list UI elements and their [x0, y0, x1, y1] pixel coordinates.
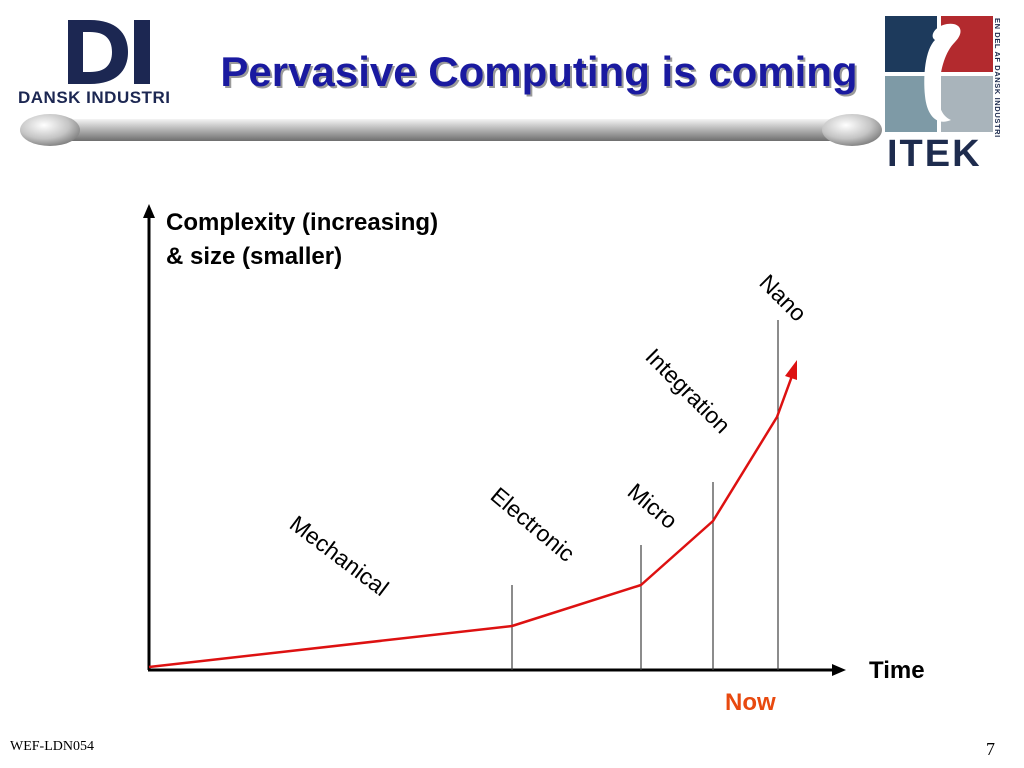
page-number: 7: [986, 739, 995, 759]
title-underline-bar: [20, 114, 882, 146]
era-label-mechanical: Mechanical: [285, 510, 394, 601]
y-axis-label-line-1: Complexity (increasing): [166, 209, 438, 236]
itek-side-text: EN DEL AF DANSK INDUSTRI: [993, 18, 1002, 138]
y-axis-arrowhead: [143, 204, 155, 218]
growth-curve: [148, 375, 794, 669]
footer-code: WEF-LDN054: [10, 739, 94, 754]
growth-curve-arrowhead: [785, 360, 797, 380]
era-label-micro: Micro: [623, 478, 683, 534]
era-label-integration: Integration: [640, 343, 735, 438]
itek-logo-emblem: [885, 16, 993, 132]
page-title: Pervasive Computing is coming: [220, 48, 858, 95]
di-logo-mark: [68, 20, 150, 84]
itek-logo: ITEK EN DEL AF DANSK INDUSTRI: [885, 14, 1011, 174]
x-axis-label: Time: [869, 657, 925, 684]
dansk-industri-wordmark: DANSK INDUSTRI: [18, 88, 171, 107]
now-label: Now: [725, 689, 776, 716]
itek-wordmark: ITEK: [887, 133, 982, 175]
era-label-nano: Nano: [754, 269, 811, 326]
y-axis-label-line-2: & size (smaller): [166, 243, 342, 270]
dansk-industri-logo: DANSK INDUSTRI: [16, 18, 196, 113]
x-axis-arrowhead: [832, 664, 846, 676]
era-label-electronic: Electronic: [486, 482, 580, 567]
